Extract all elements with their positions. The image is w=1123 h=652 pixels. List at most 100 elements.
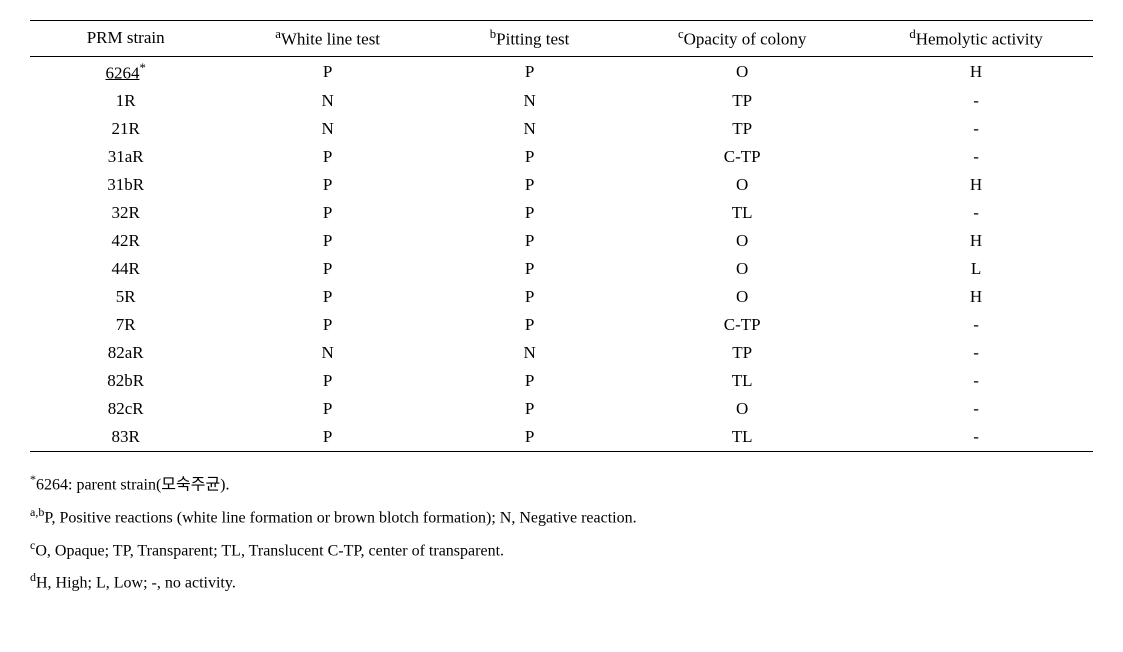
hemolytic-cell: - <box>859 367 1093 395</box>
opacity-cell: TL <box>625 423 859 452</box>
table-row: 44RPPOL <box>30 255 1093 283</box>
data-table: PRM strain aWhite line testbPitting testc… <box>30 20 1093 452</box>
table-row: 32RPPTL- <box>30 199 1093 227</box>
pitting-cell: P <box>434 283 625 311</box>
strain-value: 82bR <box>107 371 144 390</box>
opacity-cell: O <box>625 171 859 199</box>
pitting-cell: N <box>434 87 625 115</box>
hemolytic-cell: - <box>859 87 1093 115</box>
footnote-sup: a,b <box>30 505 44 519</box>
white-cell: P <box>221 423 434 452</box>
strain-cell: 82cR <box>30 395 221 423</box>
column-header: dHemolytic activity <box>859 21 1093 57</box>
table-row: 83RPPTL- <box>30 423 1093 452</box>
strain-value: 1R <box>116 91 136 110</box>
footnote-text: O, Opaque; TP, Transparent; TL, Transluc… <box>35 542 504 559</box>
opacity-cell: TP <box>625 115 859 143</box>
white-cell: P <box>221 367 434 395</box>
pitting-cell: P <box>434 255 625 283</box>
pitting-cell: P <box>434 311 625 339</box>
white-cell: P <box>221 255 434 283</box>
strain-cell: 1R <box>30 87 221 115</box>
header-label: PRM strain <box>87 28 165 47</box>
table-row: 31bRPPOH <box>30 171 1093 199</box>
pitting-cell: P <box>434 395 625 423</box>
pitting-cell: P <box>434 423 625 452</box>
header-label: Hemolytic activity <box>916 30 1043 49</box>
opacity-cell: O <box>625 395 859 423</box>
table-row: 82cRPPO- <box>30 395 1093 423</box>
pitting-cell: N <box>434 115 625 143</box>
strain-cell: 5R <box>30 283 221 311</box>
white-cell: P <box>221 395 434 423</box>
header-row: PRM strain aWhite line testbPitting testc… <box>30 21 1093 57</box>
footnote-text: 6264: parent strain(모숙주균). <box>36 477 230 494</box>
strain-value: 42R <box>111 231 139 250</box>
footnote-line: *6264: parent strain(모숙주균). <box>30 468 1093 501</box>
white-cell: P <box>221 143 434 171</box>
footnote-line: a,bP, Positive reactions (white line for… <box>30 501 1093 534</box>
hemolytic-cell: H <box>859 56 1093 87</box>
table-row: 42RPPOH <box>30 227 1093 255</box>
footnote-line: cO, Opaque; TP, Transparent; TL, Translu… <box>30 534 1093 567</box>
pitting-cell: P <box>434 199 625 227</box>
strain-value: 31aR <box>108 147 144 166</box>
white-cell: P <box>221 199 434 227</box>
hemolytic-cell: - <box>859 311 1093 339</box>
opacity-cell: TP <box>625 87 859 115</box>
column-header: aWhite line test <box>221 21 434 57</box>
strain-cell: 82aR <box>30 339 221 367</box>
header-label: Opacity of colony <box>684 30 807 49</box>
pitting-cell: P <box>434 367 625 395</box>
strain-value: 21R <box>111 119 139 138</box>
white-cell: N <box>221 115 434 143</box>
table-row: 5RPPOH <box>30 283 1093 311</box>
white-cell: N <box>221 87 434 115</box>
strain-cell: 21R <box>30 115 221 143</box>
column-header: bPitting test <box>434 21 625 57</box>
strain-value: 31bR <box>107 175 144 194</box>
hemolytic-cell: H <box>859 227 1093 255</box>
table-row: 31aRPPC-TP- <box>30 143 1093 171</box>
pitting-cell: P <box>434 171 625 199</box>
hemolytic-cell: - <box>859 115 1093 143</box>
opacity-cell: O <box>625 227 859 255</box>
opacity-cell: O <box>625 56 859 87</box>
strain-cell: 6264* <box>30 56 221 87</box>
header-label: Pitting test <box>496 30 569 49</box>
strain-value: 44R <box>111 259 139 278</box>
hemolytic-cell: - <box>859 395 1093 423</box>
strain-value: 32R <box>111 203 139 222</box>
opacity-cell: TL <box>625 367 859 395</box>
opacity-cell: O <box>625 283 859 311</box>
strain-cell: 31bR <box>30 171 221 199</box>
strain-value: 83R <box>111 427 139 446</box>
strain-cell: 7R <box>30 311 221 339</box>
pitting-cell: P <box>434 56 625 87</box>
opacity-cell: TL <box>625 199 859 227</box>
white-cell: P <box>221 56 434 87</box>
hemolytic-cell: L <box>859 255 1093 283</box>
strain-value: 82cR <box>108 399 144 418</box>
white-cell: N <box>221 339 434 367</box>
hemolytic-cell: H <box>859 283 1093 311</box>
strain-cell: 32R <box>30 199 221 227</box>
hemolytic-cell: - <box>859 339 1093 367</box>
footnote-text: H, High; L, Low; -, no activity. <box>36 575 236 592</box>
table-row: 1RNNTP- <box>30 87 1093 115</box>
table-row: 21RNNTP- <box>30 115 1093 143</box>
white-cell: P <box>221 283 434 311</box>
header-label: White line test <box>281 30 380 49</box>
footnote-line: dH, High; L, Low; -, no activity. <box>30 566 1093 599</box>
column-header: cOpacity of colony <box>625 21 859 57</box>
strain-cell: 31aR <box>30 143 221 171</box>
hemolytic-cell: - <box>859 143 1093 171</box>
strain-value: 82aR <box>108 343 144 362</box>
opacity-cell: C-TP <box>625 143 859 171</box>
table-row: 7RPPC-TP- <box>30 311 1093 339</box>
pitting-cell: P <box>434 143 625 171</box>
strain-cell: 44R <box>30 255 221 283</box>
strain-value: 7R <box>116 315 136 334</box>
table-row: 82aRNNTP- <box>30 339 1093 367</box>
opacity-cell: TP <box>625 339 859 367</box>
